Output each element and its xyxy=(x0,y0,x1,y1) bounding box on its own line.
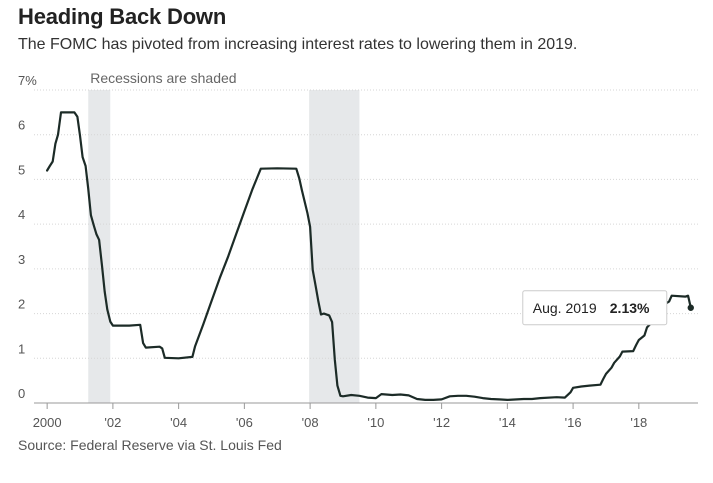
y-tick-label: 0 xyxy=(18,386,25,401)
x-tick-label: '14 xyxy=(499,415,516,430)
series-line-0 xyxy=(46,111,692,401)
x-tick-label: '10 xyxy=(367,415,384,430)
gridlines xyxy=(34,89,698,404)
x-tick-label: '04 xyxy=(170,415,187,430)
recession-annotation: Recessions are shaded xyxy=(90,70,236,86)
series-layer xyxy=(46,111,692,401)
x-tick-label: '02 xyxy=(104,415,121,430)
y-tick-label: 7% xyxy=(18,73,37,88)
y-tick-label: 5 xyxy=(18,162,25,177)
tooltip-date: Aug. 2019 xyxy=(533,300,597,316)
y-tick-label: 4 xyxy=(18,207,25,222)
tooltip: Aug. 2019 2.13% xyxy=(522,290,694,326)
x-tick-label: '08 xyxy=(302,415,319,430)
x-tick-label: '12 xyxy=(433,415,450,430)
tooltip-box xyxy=(522,290,668,326)
source-note: Source: Federal Reserve via St. Louis Fe… xyxy=(18,437,282,453)
tooltip-point xyxy=(687,304,694,311)
y-tick-label: 1 xyxy=(18,341,25,356)
chart-title: Heading Back Down xyxy=(18,4,227,29)
recession-bands xyxy=(88,90,360,403)
chart-subtitle: The FOMC has pivoted from increasing int… xyxy=(18,36,578,53)
y-axis-ticks: 0 1 2 3 4 5 6 7% xyxy=(18,73,37,401)
x-tick-label: '18 xyxy=(630,415,647,430)
x-tick-label: 2000 xyxy=(33,415,62,430)
x-tick-label: '16 xyxy=(565,415,582,430)
x-axis-ticks: 2000 '02 '04 '06 '08 '10 '12 '14 '16 '18 xyxy=(33,403,647,430)
y-tick-label: 3 xyxy=(18,252,25,267)
tooltip-value: 2.13% xyxy=(610,300,650,316)
y-tick-label: 2 xyxy=(18,297,25,312)
y-tick-label: 6 xyxy=(18,118,25,133)
x-tick-label: '06 xyxy=(236,415,253,430)
line-chart[interactable]: 0 1 2 3 4 5 6 7% 2000 '02 '04 '06 '08 '10 '12 '14 '16 '1… xyxy=(0,0,713,430)
